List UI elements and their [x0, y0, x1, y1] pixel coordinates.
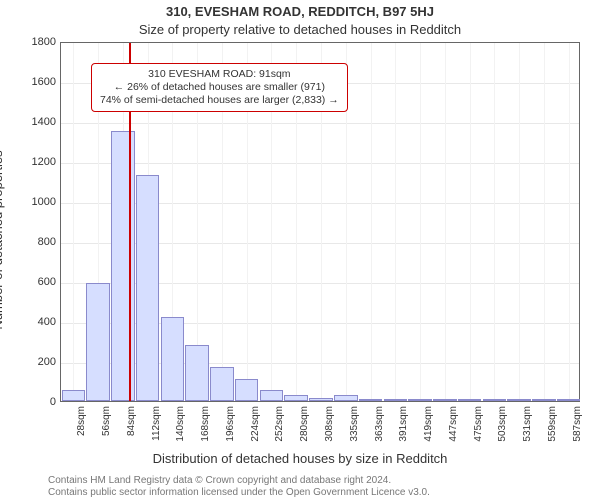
grid-line-h — [61, 163, 579, 164]
grid-line-v — [420, 43, 421, 401]
x-tick-label: 84sqm — [126, 406, 137, 436]
histogram-bar — [507, 399, 531, 401]
histogram-bar — [557, 399, 581, 401]
y-tick-label: 800 — [6, 236, 56, 248]
grid-line-h — [61, 123, 579, 124]
x-tick-label: 391sqm — [398, 406, 409, 442]
annotation-line: ← 26% of detached houses are smaller (97… — [100, 81, 339, 94]
grid-line-v — [445, 43, 446, 401]
y-tick-label: 1000 — [6, 196, 56, 208]
x-tick-label: 475sqm — [473, 406, 484, 442]
histogram-bar — [185, 345, 209, 401]
grid-line-v — [395, 43, 396, 401]
x-tick-label: 531sqm — [522, 406, 533, 442]
x-tick-label: 56sqm — [101, 406, 112, 436]
histogram-bar — [359, 399, 383, 401]
y-tick-label: 0 — [6, 396, 56, 408]
histogram-bar — [161, 317, 185, 401]
histogram-bar — [62, 390, 86, 401]
y-tick-label: 400 — [6, 316, 56, 328]
histogram-bar — [136, 175, 160, 401]
histogram-bar — [433, 399, 457, 401]
chart-container: 310, EVESHAM ROAD, REDDITCH, B97 5HJ Siz… — [0, 0, 600, 500]
annotation-line: 74% of semi-detached houses are larger (… — [100, 94, 339, 107]
x-tick-label: 559sqm — [547, 406, 558, 442]
histogram-bar — [532, 399, 556, 401]
x-tick-label: 280sqm — [299, 406, 310, 442]
x-axis-label: Distribution of detached houses by size … — [0, 451, 600, 466]
x-tick-label: 196sqm — [225, 406, 236, 442]
histogram-bar — [260, 390, 284, 401]
grid-line-v — [519, 43, 520, 401]
x-tick-labels: 28sqm 56sqm 84sqm 112sqm 140sqm 168sqm 196sqm 2… — [60, 402, 580, 458]
y-tick-label: 1800 — [6, 36, 56, 48]
grid-line-v — [371, 43, 372, 401]
x-tick-label: 112sqm — [151, 406, 162, 441]
x-tick-label: 224sqm — [250, 406, 261, 442]
grid-line-v — [470, 43, 471, 401]
grid-line-v — [494, 43, 495, 401]
y-tick-label: 600 — [6, 276, 56, 288]
x-tick-label: 447sqm — [448, 406, 459, 442]
footer-line-1: Contains HM Land Registry data © Crown c… — [48, 475, 391, 486]
histogram-bar — [86, 283, 110, 401]
page-title: 310, EVESHAM ROAD, REDDITCH, B97 5HJ — [0, 4, 600, 19]
y-tick-labels: 020040060080010001200140016001800 — [0, 42, 60, 402]
x-tick-label: 587sqm — [572, 406, 583, 442]
grid-line-v — [544, 43, 545, 401]
x-tick-label: 168sqm — [200, 406, 211, 442]
grid-line-v — [569, 43, 570, 401]
x-tick-label: 363sqm — [374, 406, 385, 442]
annotation-box: 310 EVESHAM ROAD: 91sqm← 26% of detached… — [91, 63, 348, 112]
footer-line-2: Contains public sector information licen… — [48, 487, 430, 498]
x-tick-label: 503sqm — [497, 406, 508, 442]
x-tick-label: 140sqm — [175, 406, 186, 442]
grid-line-v — [73, 43, 74, 401]
x-tick-label: 419sqm — [423, 406, 434, 442]
x-tick-label: 28sqm — [76, 406, 87, 436]
x-tick-label: 335sqm — [349, 406, 360, 442]
x-tick-label: 308sqm — [324, 406, 335, 442]
histogram-bar — [235, 379, 259, 401]
histogram-bar — [458, 399, 482, 401]
page-subtitle: Size of property relative to detached ho… — [0, 22, 600, 37]
histogram-bar — [334, 395, 358, 401]
histogram-bar — [309, 398, 333, 401]
histogram-bar — [483, 399, 507, 401]
x-tick-label: 252sqm — [274, 406, 285, 442]
histogram-bar — [210, 367, 234, 401]
y-tick-label: 1600 — [6, 76, 56, 88]
histogram-bar — [284, 395, 308, 401]
histogram-bar — [408, 399, 432, 401]
y-tick-label: 1400 — [6, 116, 56, 128]
plot-area: 310 EVESHAM ROAD: 91sqm← 26% of detached… — [60, 42, 580, 402]
histogram-bar — [384, 399, 408, 401]
y-tick-label: 200 — [6, 356, 56, 368]
y-tick-label: 1200 — [6, 156, 56, 168]
annotation-line: 310 EVESHAM ROAD: 91sqm — [100, 68, 339, 81]
